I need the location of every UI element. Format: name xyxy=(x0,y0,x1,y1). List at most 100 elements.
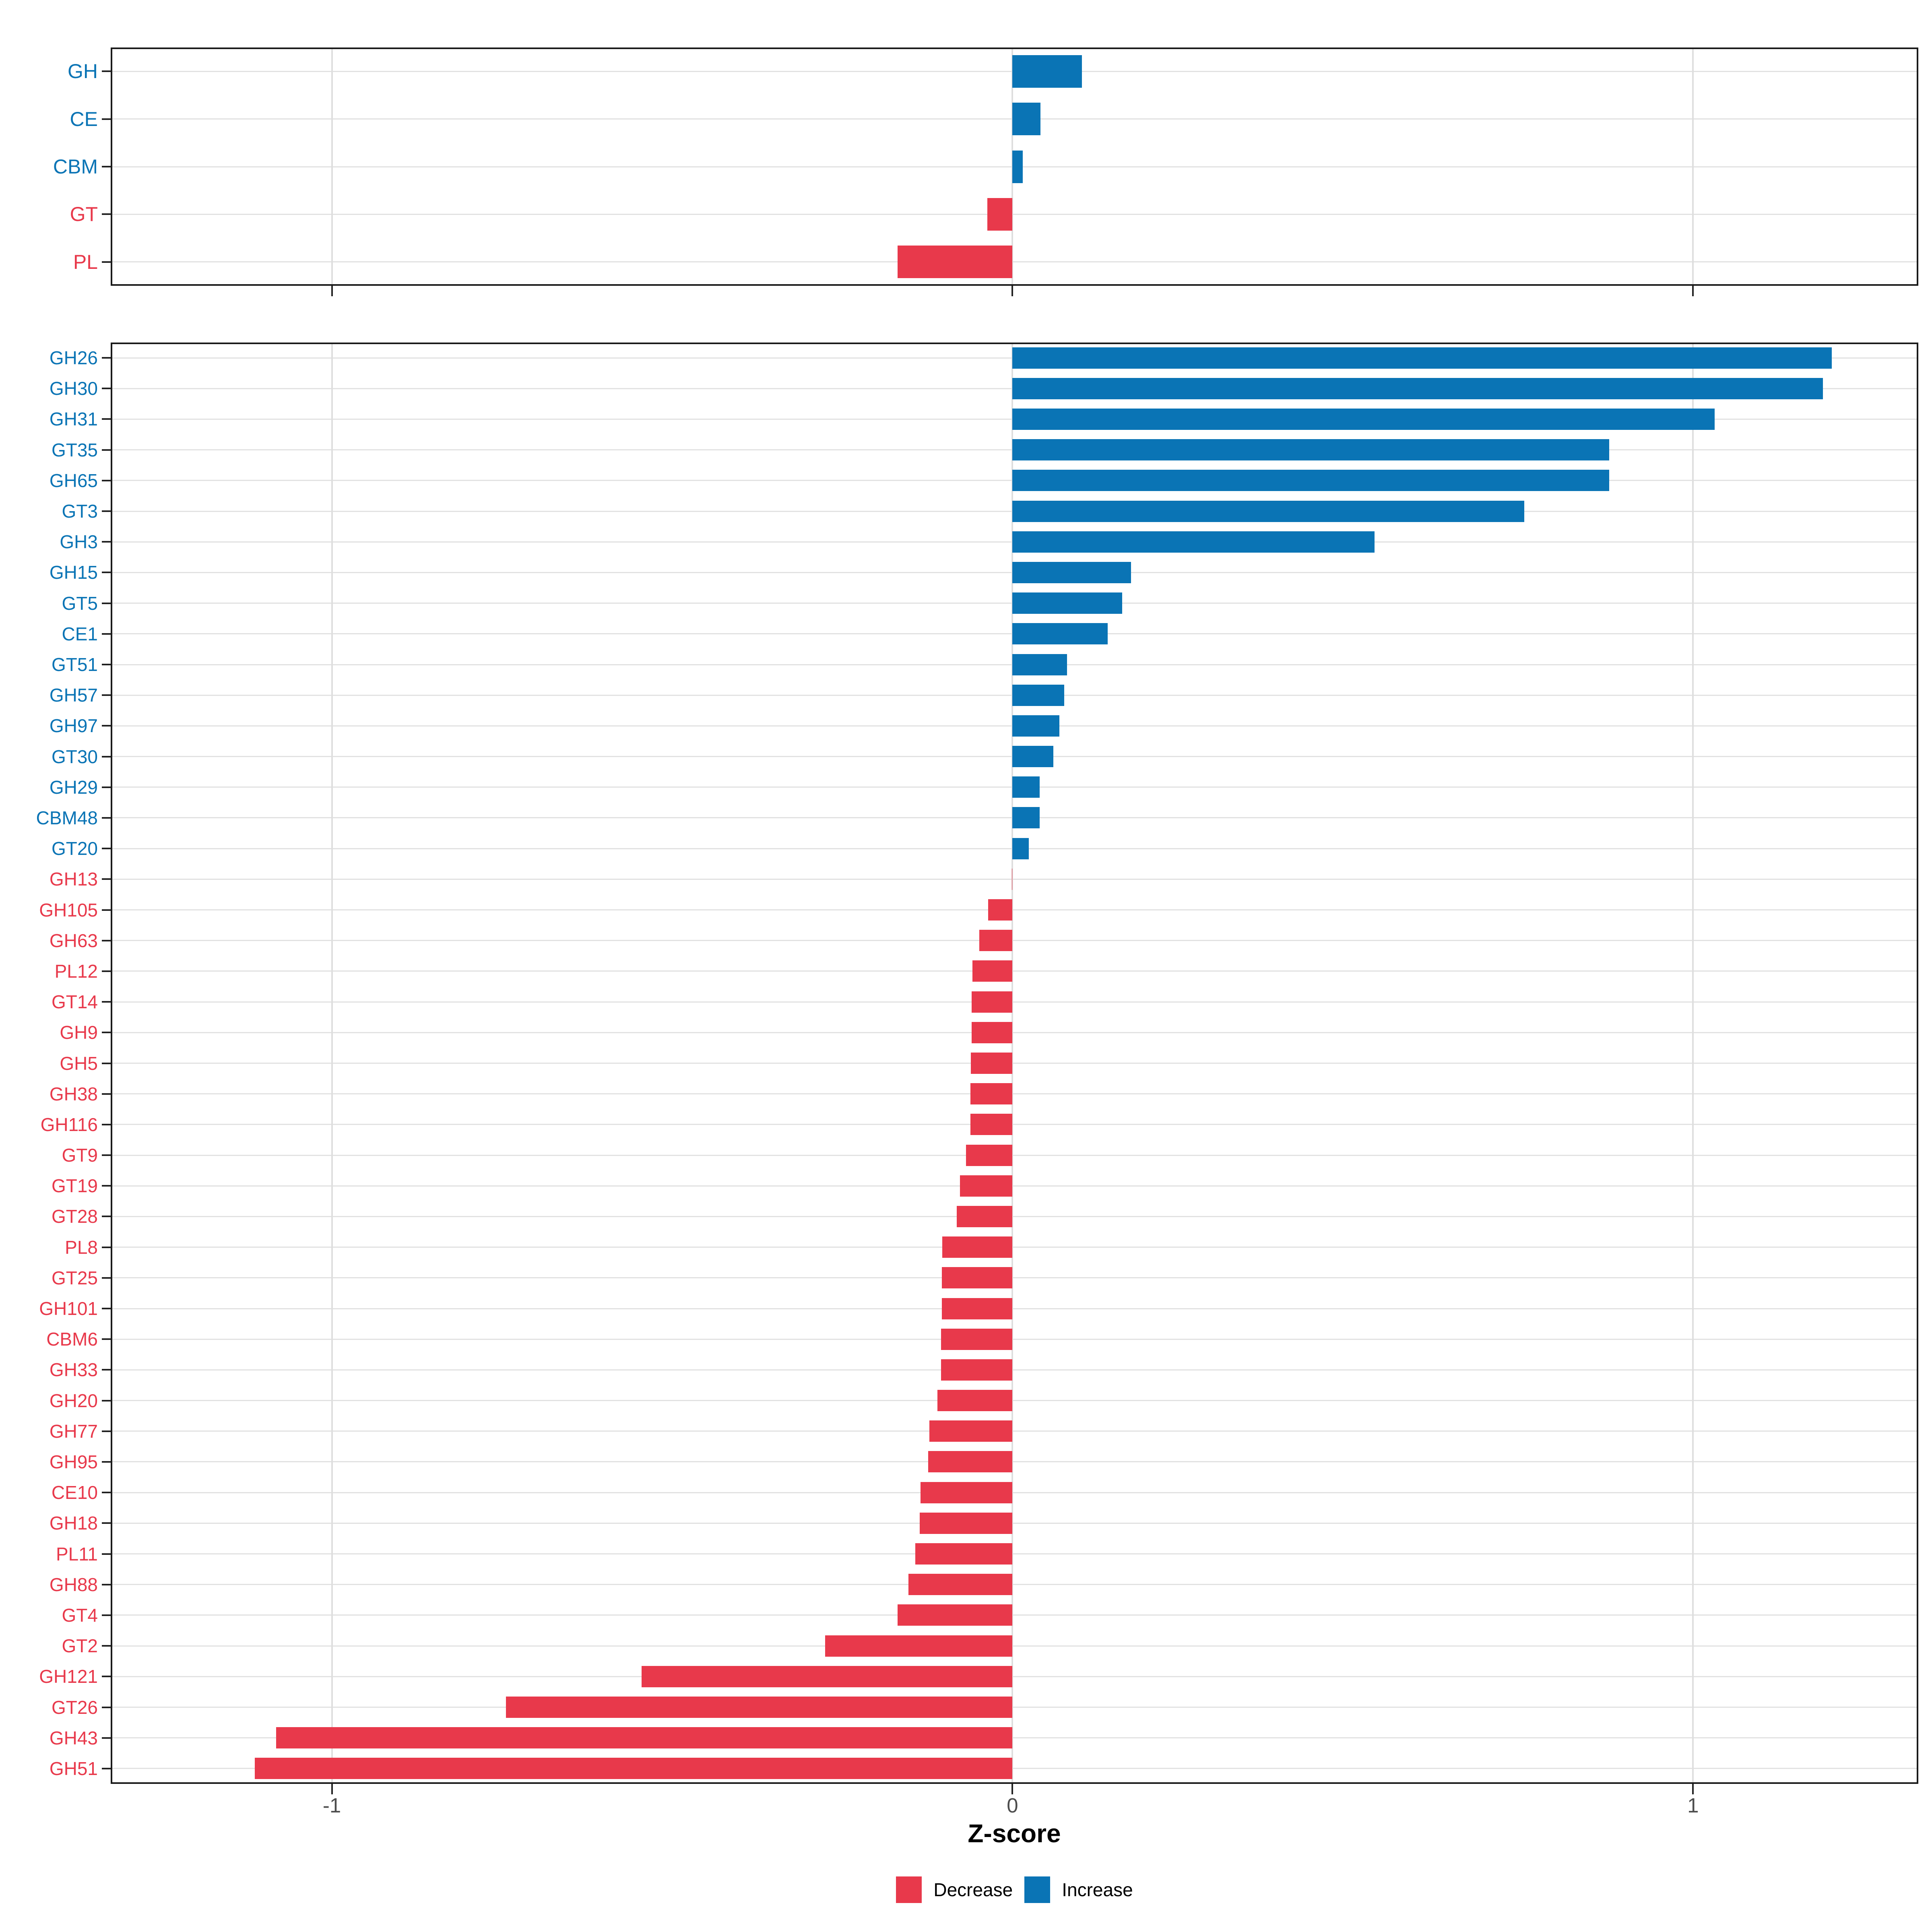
bar-PL11 xyxy=(915,1543,1013,1565)
gridline-row xyxy=(111,1522,1918,1524)
y-tick-CE1 xyxy=(102,633,111,635)
row-label-CE1: CE1 xyxy=(62,623,98,644)
y-tick-GT5 xyxy=(102,602,111,604)
bar-GH3 xyxy=(1012,531,1375,553)
row-label-GH101: GH101 xyxy=(39,1298,98,1319)
row-label-PL8: PL8 xyxy=(65,1236,98,1258)
x-tick-1 xyxy=(1692,286,1694,296)
y-tick-GH26 xyxy=(102,357,111,359)
y-tick-GH116 xyxy=(102,1123,111,1125)
legend-swatch-decrease xyxy=(896,1876,922,1903)
row-label-GH3: GH3 xyxy=(60,531,98,553)
y-tick-GT35 xyxy=(102,449,111,451)
y-tick-GT3 xyxy=(102,510,111,512)
row-label-GH51: GH51 xyxy=(49,1758,98,1779)
bar-GT30 xyxy=(1012,746,1053,768)
bar-CE xyxy=(1012,103,1040,136)
gridline-x-0 xyxy=(1011,343,1013,1784)
row-label-GH18: GH18 xyxy=(49,1513,98,1534)
row-label-CE10: CE10 xyxy=(51,1482,98,1503)
bar-GT28 xyxy=(956,1205,1013,1227)
row-label-GH38: GH38 xyxy=(49,1083,98,1104)
y-tick-GT19 xyxy=(102,1185,111,1187)
bar-GH51 xyxy=(255,1758,1013,1779)
family-detail-panel xyxy=(111,343,1918,1784)
bar-GH105 xyxy=(988,899,1013,921)
y-tick-GH38 xyxy=(102,1093,111,1095)
bar-GH33 xyxy=(941,1359,1013,1381)
row-label-GH63: GH63 xyxy=(49,930,98,951)
gridline-row xyxy=(111,1124,1918,1125)
row-label-GH30: GH30 xyxy=(49,378,98,399)
y-tick-GH121 xyxy=(102,1676,111,1678)
row-label-GT5: GT5 xyxy=(62,592,98,614)
y-tick-GH31 xyxy=(102,418,111,420)
legend-label-increase: Increase xyxy=(1062,1879,1133,1900)
y-tick-GH97 xyxy=(102,725,111,727)
x-tick-0 xyxy=(1011,1784,1013,1794)
row-label-CE: CE xyxy=(70,107,98,130)
y-tick-GH105 xyxy=(102,909,111,911)
row-label-GT2: GT2 xyxy=(62,1635,98,1657)
y-tick-GT2 xyxy=(102,1645,111,1647)
row-label-GH88: GH88 xyxy=(49,1574,98,1595)
bar-GH5 xyxy=(971,1053,1013,1074)
bar-GH30 xyxy=(1012,378,1823,399)
gridline-row xyxy=(111,1768,1918,1769)
row-label-GT3: GT3 xyxy=(62,501,98,522)
bar-CBM6 xyxy=(941,1328,1013,1350)
row-label-GH5: GH5 xyxy=(60,1053,98,1074)
gridline-row xyxy=(111,1553,1918,1555)
bar-CE10 xyxy=(921,1482,1013,1503)
row-label-GH77: GH77 xyxy=(49,1420,98,1442)
row-label-GT4: GT4 xyxy=(62,1604,98,1626)
row-label-CBM48: CBM48 xyxy=(36,807,98,828)
gridline-row xyxy=(111,1461,1918,1463)
bar-GT20 xyxy=(1012,838,1029,859)
bar-CE1 xyxy=(1012,623,1108,645)
y-tick-GH77 xyxy=(102,1430,111,1432)
bar-GH20 xyxy=(937,1390,1013,1412)
gridline-row xyxy=(111,1093,1918,1095)
row-label-PL12: PL12 xyxy=(54,960,98,982)
bar-GH43 xyxy=(276,1727,1013,1749)
row-label-GT51: GT51 xyxy=(51,654,98,675)
y-tick-GH30 xyxy=(102,388,111,390)
row-label-GT: GT xyxy=(70,203,98,226)
bar-GT51 xyxy=(1012,654,1067,675)
gridline-row xyxy=(111,261,1918,263)
row-label-GH43: GH43 xyxy=(49,1727,98,1748)
bar-GT26 xyxy=(506,1697,1013,1718)
gridline-row xyxy=(111,1676,1918,1677)
bar-GH88 xyxy=(908,1574,1013,1596)
bar-GH65 xyxy=(1012,470,1610,491)
row-label-GT28: GT28 xyxy=(51,1206,98,1227)
row-label-GH13: GH13 xyxy=(49,869,98,890)
row-label-GH9: GH9 xyxy=(60,1022,98,1043)
y-tick-GH65 xyxy=(102,479,111,481)
y-tick-PL8 xyxy=(102,1246,111,1248)
gridline-row xyxy=(111,1247,1918,1248)
y-tick-GT26 xyxy=(102,1706,111,1708)
row-label-GT30: GT30 xyxy=(51,746,98,767)
bar-PL8 xyxy=(942,1236,1013,1258)
x-tick-1 xyxy=(1692,1784,1694,1794)
bar-GT3 xyxy=(1012,500,1524,522)
row-label-GH31: GH31 xyxy=(49,409,98,430)
y-tick-GT51 xyxy=(102,664,111,665)
row-label-GH65: GH65 xyxy=(49,470,98,491)
gridline-row xyxy=(111,1216,1918,1217)
legend-swatch-increase xyxy=(1024,1876,1051,1903)
y-tick-CE10 xyxy=(102,1492,111,1494)
gridline-row xyxy=(111,1338,1918,1340)
y-tick-GT28 xyxy=(102,1216,111,1218)
y-tick-GT20 xyxy=(102,848,111,850)
y-tick-PL xyxy=(102,261,111,263)
x-tick-label-0: 0 xyxy=(1007,1794,1018,1817)
legend: Decrease Increase xyxy=(111,1876,1918,1903)
bar-GH63 xyxy=(979,930,1013,952)
row-label-CBM: CBM xyxy=(53,155,98,178)
bar-GH26 xyxy=(1012,347,1832,369)
row-label-GH33: GH33 xyxy=(49,1359,98,1381)
x-tick--1 xyxy=(331,1784,333,1794)
